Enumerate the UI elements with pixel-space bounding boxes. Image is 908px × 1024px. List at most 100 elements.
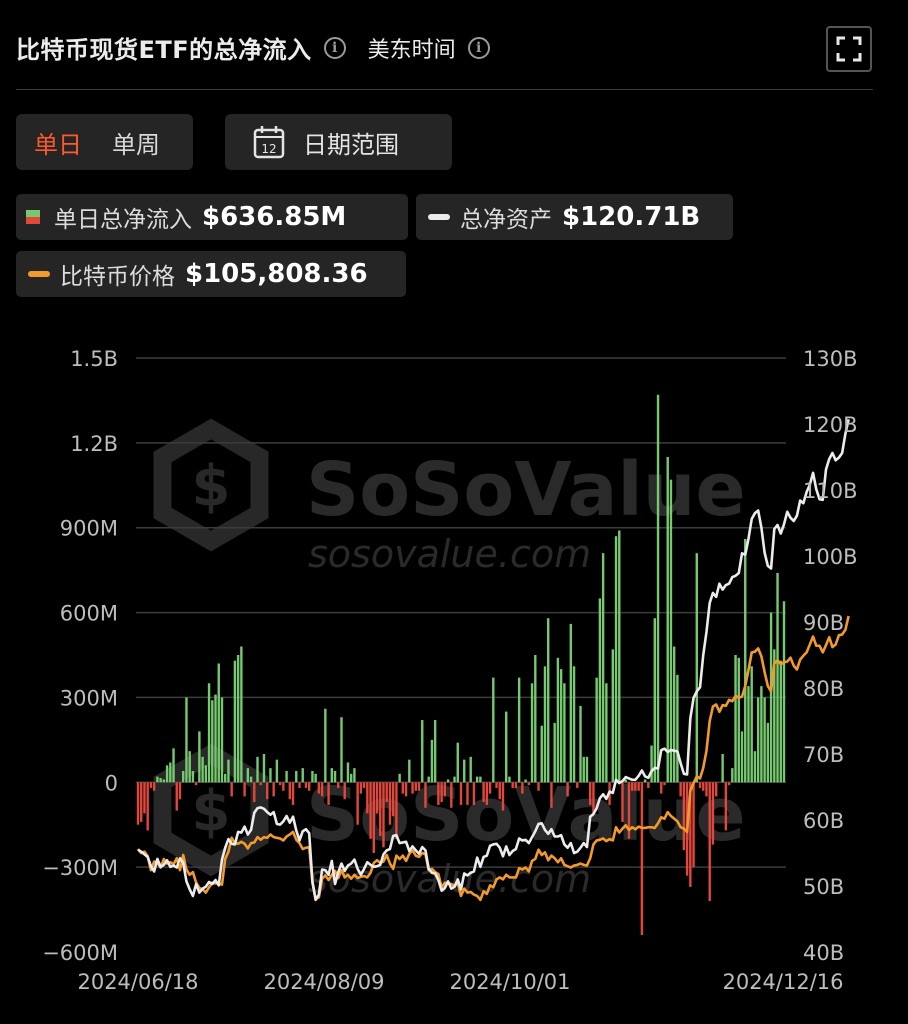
- inflow-bar: [508, 776, 511, 783]
- inflow-bar: [169, 762, 172, 783]
- inflow-bar: [669, 479, 673, 783]
- inflow-bar: [556, 657, 560, 783]
- inflow-bar: [511, 782, 514, 788]
- tab-weekly[interactable]: 单周: [112, 130, 160, 159]
- inflow-bar: [230, 782, 233, 797]
- inflow-bar: [501, 782, 505, 811]
- inflow-bar: [711, 782, 715, 845]
- inflow-bar: [547, 618, 550, 783]
- inflow-bar: [211, 700, 214, 783]
- right-axis-tick: 110B: [803, 479, 858, 503]
- inflow-bar: [543, 666, 547, 783]
- inflow-bar: [753, 751, 757, 783]
- inflow-bar: [165, 765, 169, 783]
- timezone-info-icon[interactable]: i: [467, 36, 490, 59]
- inflow-bar: [404, 782, 408, 797]
- inflow-bar: [492, 677, 495, 783]
- inflow-bar: [482, 782, 485, 803]
- inflow-bar: [143, 782, 146, 814]
- inflow-bar: [637, 782, 640, 791]
- inflow-bar: [337, 782, 340, 788]
- title-info-icon[interactable]: i: [323, 36, 346, 59]
- inflow-bar: [446, 779, 450, 783]
- inflow-bar: [524, 779, 527, 783]
- legend-net-assets[interactable]: 总净资产 $120.71B: [416, 194, 733, 240]
- inflow-bar: [559, 669, 563, 783]
- inflow-bar: [194, 782, 198, 786]
- inflow-bar: [346, 762, 350, 783]
- inflow-bar: [220, 697, 224, 783]
- inflow-bar: [430, 739, 434, 783]
- inflow-bar: [388, 782, 392, 825]
- inflow-bar: [149, 782, 153, 788]
- inflow-bar: [314, 773, 317, 783]
- legend-btc-price[interactable]: 比特币价格 $105,808.36: [16, 251, 406, 297]
- inflow-bar: [185, 697, 188, 783]
- inflow-bar: [214, 694, 217, 783]
- inflow-bar: [714, 782, 718, 797]
- inflow-bar: [773, 649, 776, 783]
- inflow-bar: [598, 598, 602, 783]
- inflow-bar: [311, 770, 314, 783]
- svg-text:$: $: [192, 779, 231, 844]
- inflow-bar: [207, 683, 211, 783]
- inflow-bar: [569, 623, 573, 783]
- inflow-bar: [472, 782, 476, 805]
- inflow-bar: [514, 782, 518, 788]
- inflow-bar: [224, 773, 227, 783]
- inflow-bar: [776, 572, 779, 783]
- inflow-bar: [327, 782, 330, 805]
- inflow-bar: [421, 720, 424, 783]
- inflow-bar: [495, 782, 498, 788]
- inflow-bar: [450, 782, 453, 808]
- fullscreen-button[interactable]: [826, 26, 872, 72]
- inflow-bar: [253, 782, 256, 803]
- inflow-bar: [634, 782, 637, 791]
- inflow-bar: [353, 768, 356, 783]
- inflow-bar: [747, 686, 750, 783]
- net-assets-line: [137, 419, 850, 902]
- watermark-url: sosovalue.com: [308, 532, 591, 576]
- inflow-bar: [585, 756, 589, 783]
- inflow-bar: [463, 759, 466, 783]
- inflow-bar: [395, 782, 398, 839]
- inflow-bar: [540, 725, 543, 783]
- inflow-bar: [175, 782, 178, 811]
- legend-net-inflow[interactable]: 单日总净流入 $636.85M: [16, 194, 408, 240]
- inflow-bar: [359, 782, 363, 794]
- inflow-bar: [427, 776, 430, 783]
- inflow-bar: [750, 666, 753, 783]
- left-axis-tick: 0: [105, 771, 118, 795]
- tab-daily[interactable]: 单日: [34, 130, 82, 159]
- inflow-bar: [272, 782, 275, 797]
- legend-net-inflow-value: $636.85M: [202, 202, 347, 232]
- inflow-bar: [456, 742, 459, 783]
- svg-text:12: 12: [261, 142, 276, 156]
- inflow-bar: [152, 782, 156, 791]
- left-axis-tick: 900M: [60, 517, 118, 541]
- inflow-bar: [408, 759, 411, 783]
- inflow-bar: [595, 677, 598, 783]
- line-swatch-icon: [28, 271, 50, 277]
- inflow-bar: [275, 759, 279, 783]
- inflow-bar: [592, 782, 595, 814]
- inflow-bar: [721, 754, 724, 783]
- right-axis-tick: 130B: [803, 347, 858, 371]
- inflow-bar: [517, 677, 521, 783]
- inflow-bar: [475, 776, 479, 783]
- inflow-bar: [369, 782, 372, 839]
- inflow-bar: [624, 779, 627, 783]
- fullscreen-icon: [836, 36, 862, 62]
- inflow-bar: [582, 756, 585, 783]
- inflow-bar: [333, 770, 337, 783]
- inflow-bar: [282, 782, 285, 791]
- inflow-bar: [663, 782, 666, 786]
- date-range-button[interactable]: 12 日期范围: [225, 114, 452, 170]
- legend-btc-price-value: $105,808.36: [185, 259, 368, 289]
- inflow-bar: [459, 782, 463, 805]
- inflow-bar: [182, 770, 185, 783]
- inflow-bar: [288, 782, 292, 800]
- inflow-bar: [414, 782, 417, 791]
- inflow-bar: [443, 782, 447, 797]
